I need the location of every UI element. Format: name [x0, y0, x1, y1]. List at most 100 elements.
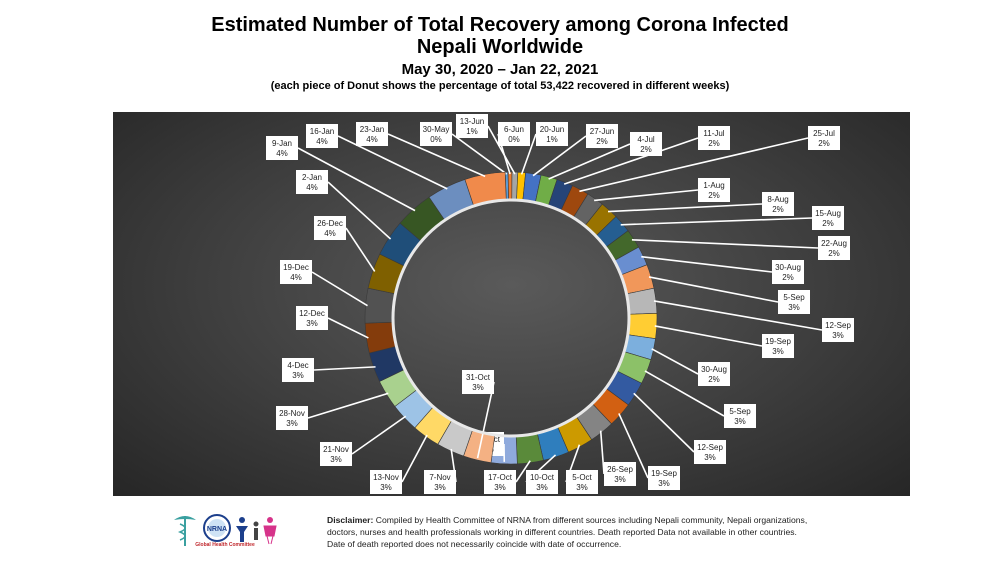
data-label-date: 9-Jan — [272, 139, 292, 148]
data-label-pct: 3% — [286, 419, 298, 428]
data-label-pct: 3% — [734, 417, 746, 426]
leader-line — [487, 125, 516, 175]
data-label-date: 31-Oct — [466, 373, 491, 382]
data-label-date: 5-Oct — [572, 473, 592, 482]
data-label-box — [456, 114, 488, 138]
data-label-box — [280, 260, 312, 284]
leader-line — [618, 413, 649, 479]
data-label-pct: 4% — [276, 149, 288, 158]
data-label-date: 22-Aug — [821, 239, 847, 248]
leader-line — [476, 381, 495, 459]
data-label-date: 10-Oct — [530, 473, 555, 482]
data-label-pct: 1% — [466, 127, 478, 136]
data-label-pct: 3% — [614, 475, 626, 484]
data-label-pct: 3% — [330, 455, 342, 464]
data-label-pct: 4% — [324, 229, 336, 238]
data-label-box — [296, 170, 328, 194]
leader-line — [644, 370, 725, 417]
nrna-globe-icon: NRNA — [203, 514, 231, 542]
data-label-box — [306, 124, 338, 148]
leader-line — [620, 217, 813, 226]
data-label-box — [762, 192, 794, 216]
data-label-box — [648, 466, 680, 490]
data-label-pct: 2% — [708, 139, 720, 148]
donut-inner-rim — [391, 198, 631, 438]
data-label-pct: 2% — [818, 139, 830, 148]
data-label-pct: 3% — [832, 331, 844, 340]
data-label-box — [566, 470, 598, 494]
leader-line — [520, 133, 537, 175]
data-label-date: 19-Sep — [765, 337, 791, 346]
leader-line — [327, 181, 392, 240]
leader-line — [451, 133, 508, 175]
leader-line — [548, 143, 631, 180]
data-label-date: 30-Aug — [775, 263, 801, 272]
data-label-pct: 3% — [704, 453, 716, 462]
data-label-date: 1-Aug — [703, 181, 724, 190]
leader-line — [631, 239, 819, 249]
data-label-box — [266, 136, 298, 160]
leader-line — [532, 135, 587, 177]
data-label-box — [276, 406, 308, 430]
data-label-pct: 2% — [708, 191, 720, 200]
leader-line — [599, 430, 605, 475]
data-label-box — [694, 440, 726, 464]
data-label-box — [724, 404, 756, 428]
data-label-box — [356, 122, 388, 146]
leader-line — [594, 189, 699, 202]
data-label-pct: 3% — [576, 483, 588, 492]
footer: NRNA Global Health Committee Disclaimer:… — [0, 508, 1000, 563]
donut-slice-19-sep — [627, 313, 658, 340]
data-label-box — [698, 362, 730, 386]
data-label-date: 21-Nov — [323, 445, 349, 454]
svg-text:NRNA: NRNA — [207, 526, 227, 533]
data-label-date: 5-Sep — [729, 407, 751, 416]
data-label-pct: 2% — [640, 145, 652, 154]
leader-line — [648, 276, 779, 303]
data-label-box — [762, 334, 794, 358]
leader-line — [563, 137, 699, 185]
data-label-date: 4-Dec — [287, 361, 308, 370]
data-label-pct: 2% — [596, 137, 608, 146]
data-label-pct: 3% — [494, 483, 506, 492]
donut-slice-19-dec — [364, 287, 396, 324]
title-block: Estimated Number of Total Recovery among… — [0, 14, 1000, 92]
leader-line — [351, 415, 407, 455]
data-label-date: 4-Jul — [637, 135, 655, 144]
data-label-box — [484, 470, 516, 494]
disclaimer: Disclaimer: Compiled by Health Committee… — [327, 514, 817, 550]
data-label-box — [424, 470, 456, 494]
leader-line — [607, 203, 763, 213]
chart-title: Estimated Number of Total Recovery among… — [211, 14, 789, 36]
leader-line — [579, 137, 809, 193]
logo-caption: Global Health Committee — [195, 542, 255, 548]
data-label-date: 17-Oct — [488, 473, 513, 482]
data-label-box — [604, 462, 636, 486]
disclaimer-text: Compiled by Health Committee of NRNA fro… — [327, 515, 808, 549]
data-label-date: 26-Dec — [317, 219, 343, 228]
data-label-pct: 1% — [546, 135, 558, 144]
data-label-pct: 3% — [772, 347, 784, 356]
data-label-date: 15-Aug — [815, 209, 841, 218]
leader-line — [641, 255, 773, 273]
data-label-box — [818, 236, 850, 260]
data-label-pct: 3% — [306, 319, 318, 328]
leader-line — [345, 227, 376, 272]
leader-line — [307, 392, 389, 419]
